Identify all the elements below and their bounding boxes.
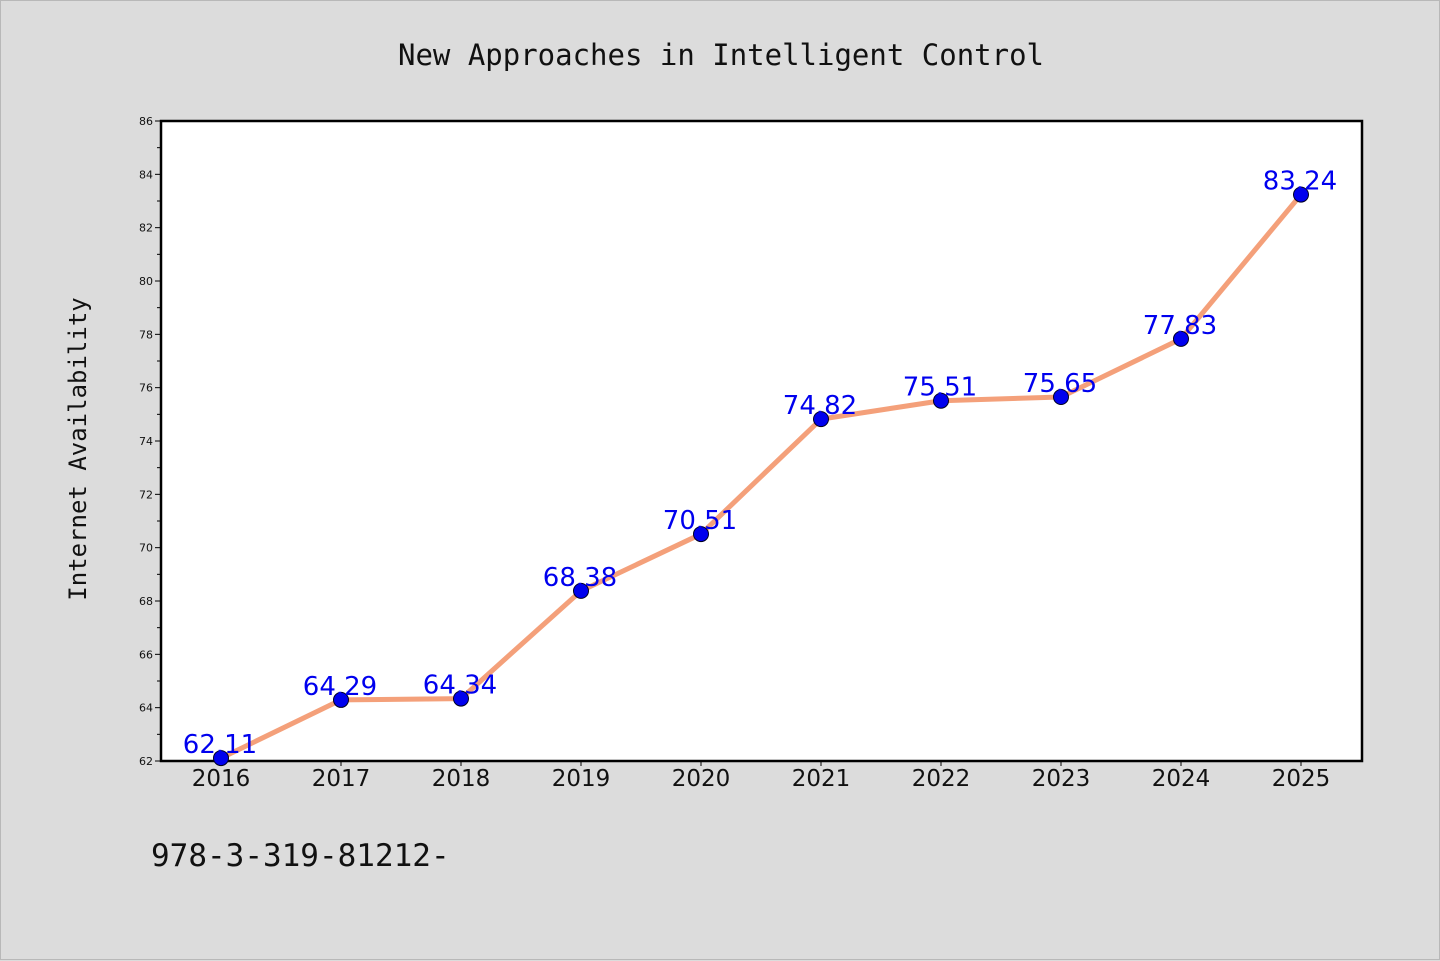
- y-tick-label: 70: [139, 542, 153, 555]
- y-tick-label: 84: [139, 168, 153, 181]
- data-label: 74.82: [783, 391, 857, 421]
- data-point: [333, 691, 349, 708]
- y-tick-label: 64: [139, 702, 153, 715]
- y-tick-label: 86: [139, 115, 153, 128]
- x-tick-label: 2017: [312, 766, 371, 792]
- x-axis-ticks: 2016 2017 2018 2019 2020 2021 2022 2023 2024 2025: [192, 761, 1331, 792]
- x-tick-label: 2021: [792, 766, 851, 792]
- y-tick-label: 82: [139, 222, 153, 235]
- y-tick-label: 80: [139, 275, 153, 288]
- data-point: [1053, 389, 1069, 405]
- y-tick-label: 66: [139, 648, 153, 661]
- x-tick-label: 2024: [1152, 766, 1211, 792]
- data-label: 75.51: [903, 373, 977, 403]
- footer-text: 978-3-319-81212-: [151, 838, 450, 874]
- series-line: [218, 192, 1304, 761]
- data-point: [1173, 330, 1189, 347]
- data-point: [933, 392, 949, 409]
- x-tick-label: 2023: [1032, 766, 1091, 792]
- x-tick-label: 2019: [552, 766, 611, 792]
- data-label: 68.38: [543, 563, 617, 593]
- y-tick-label: 72: [139, 488, 153, 501]
- x-tick-label: 2018: [432, 766, 491, 792]
- x-tick-label: 2016: [192, 766, 251, 792]
- data-point: [813, 411, 829, 428]
- x-tick-label: 2020: [672, 766, 731, 792]
- y-tick-label: 78: [139, 328, 153, 341]
- data-point: [453, 690, 469, 707]
- data-label: 77.83: [1143, 311, 1217, 341]
- data-point: [693, 526, 709, 543]
- x-tick-label: 2025: [1272, 766, 1331, 792]
- y-tick-label: 68: [139, 595, 153, 608]
- data-label: 62.11: [183, 730, 257, 760]
- y-axis-label: Internet Availability: [64, 297, 92, 600]
- data-label: 70.51: [663, 506, 737, 536]
- data-label: 64.29: [303, 672, 377, 702]
- data-label: 83.24: [1263, 167, 1337, 197]
- data-point: [1293, 186, 1309, 203]
- x-tick-label: 2022: [912, 766, 971, 792]
- data-label: 75.65: [1023, 369, 1097, 399]
- data-point: [573, 582, 589, 599]
- y-tick-label: 74: [139, 435, 153, 448]
- y-axis-ticks: 62 64 66 68 70 72 74 76 78 80 82 84 86: [139, 115, 161, 768]
- data-label: 64.34: [423, 671, 497, 701]
- y-tick-label: 76: [139, 382, 153, 395]
- chart-title: New Approaches in Intelligent Control: [398, 38, 1044, 72]
- series-layer: 62.11 64.29 64.34 68.38 70.51 74.82 75.51 75.65…: [183, 167, 1337, 767]
- data-point: [213, 750, 229, 767]
- y-tick-label: 62: [139, 755, 153, 768]
- plot-area: [159, 119, 1364, 763]
